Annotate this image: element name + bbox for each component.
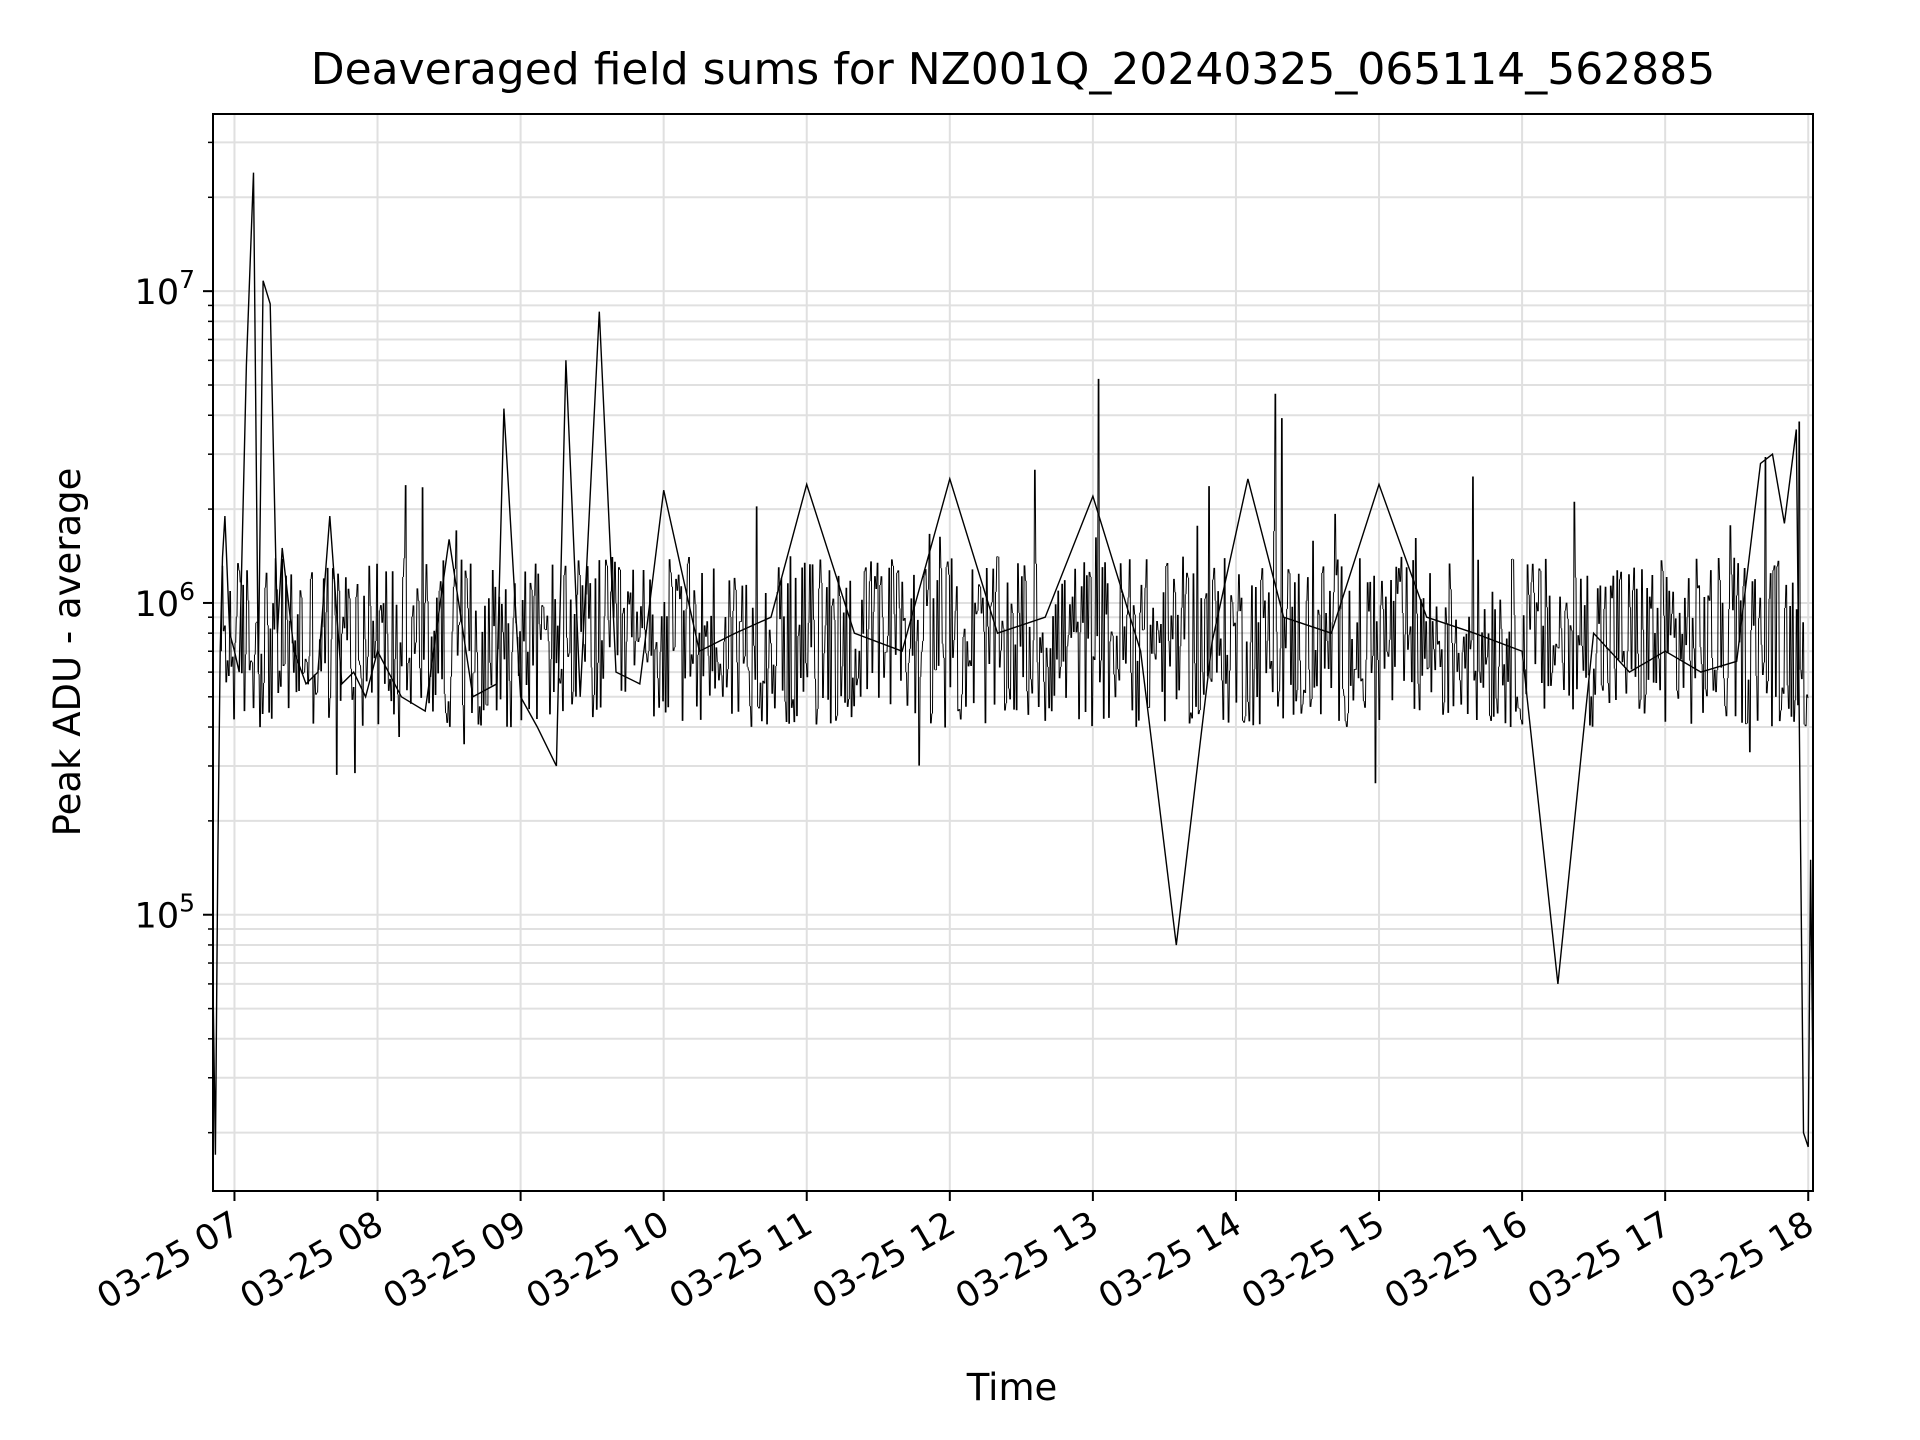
y-tick-label: 105 xyxy=(135,889,195,937)
x-tick-label: 03-25 13 xyxy=(949,1204,1105,1317)
x-tick-label: 03-25 11 xyxy=(663,1204,819,1317)
x-tick-label: 03-25 08 xyxy=(234,1204,390,1317)
y-axis-title: Peak ADU - average xyxy=(46,468,89,837)
x-tick-label: 03-25 09 xyxy=(377,1204,533,1317)
x-tick-label: 03-25 16 xyxy=(1378,1204,1534,1317)
x-tick-label: 03-25 07 xyxy=(91,1204,247,1317)
x-tick-label: 03-25 14 xyxy=(1092,1204,1248,1317)
y-tick-label: 106 xyxy=(135,577,195,625)
x-tick-label: 03-25 10 xyxy=(520,1204,676,1317)
x-tick-label: 03-25 12 xyxy=(806,1204,962,1317)
plot-frame xyxy=(212,113,1814,1192)
series-line xyxy=(212,172,1814,1155)
x-axis-title: Time xyxy=(966,1366,1058,1409)
series-layer xyxy=(212,172,1814,1155)
x-tick-label: 03-25 18 xyxy=(1664,1204,1820,1317)
chart-title: Deaveraged field sums for NZ001Q_2024032… xyxy=(310,44,1716,95)
series-noise xyxy=(220,378,1809,784)
y-tick-label: 107 xyxy=(135,265,195,313)
x-tick-label: 03-25 17 xyxy=(1521,1204,1677,1317)
x-tick-label: 03-25 15 xyxy=(1235,1204,1391,1317)
